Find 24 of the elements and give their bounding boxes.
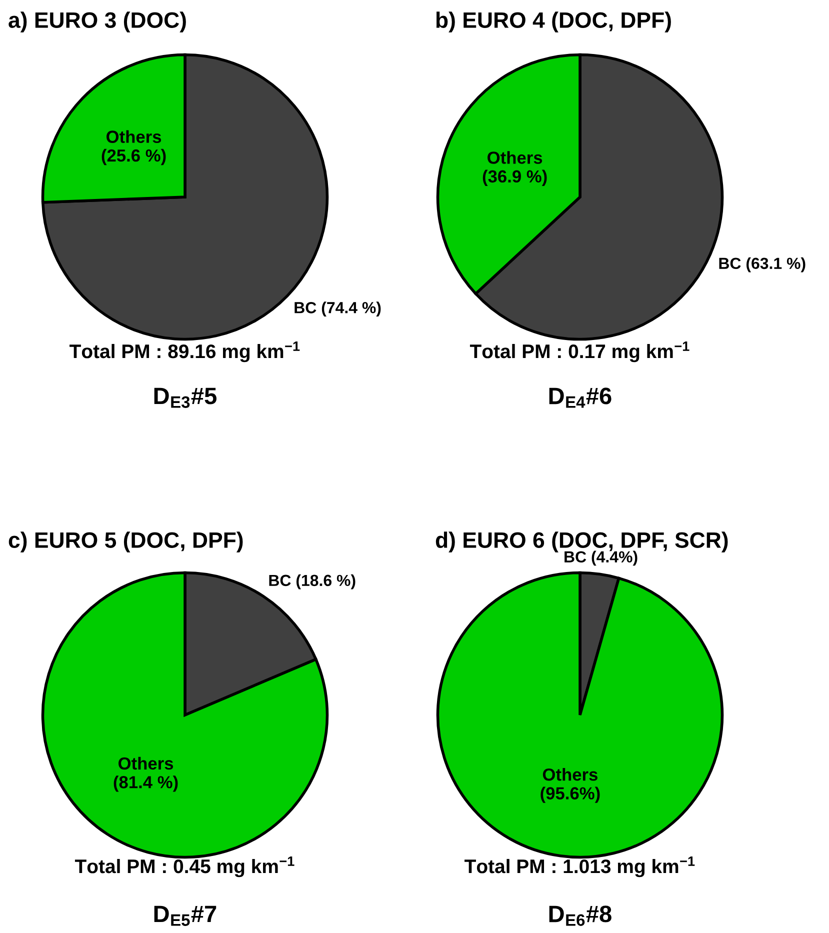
chart-title: a) EURO 3 (DOC) [8,12,186,32]
slice-label: Others [106,130,162,143]
data-label: (25.6 %) [102,148,166,166]
text: D$_{E3}$#5 [154,388,216,408]
text: D$_{E6}$#8 [549,906,612,926]
text: Total PM : 89.16 mg km$^{−1}$ [70,342,300,362]
text: D$_{E5}$#7 [154,906,216,926]
chart-title: b) EURO 4 (DOC, DPF) [436,12,671,32]
text: D$_{E4}$#6 [549,388,612,408]
data-label: (36.9 %) [482,170,547,186]
slice-label: BC (74.4 %) [294,302,381,316]
chart-title: d) EURO 6 (DOC, DPF, SCR) [436,532,728,552]
slice-label: Others [542,768,598,781]
slice-label: Others [488,151,542,164]
text: Total PM : 0.17 mg km$^{−1}$ [470,342,690,362]
slice-label: BC (63.1 %) [719,257,806,272]
text: Total PM : 0.45 mg km$^{−1}$ [74,856,294,878]
text: Total PM : 1.013 mg km$^{−1}$ [464,856,695,878]
slice-label: BC (18.6 %) [269,574,356,590]
slice-label: Others [118,756,174,770]
chart-title: c) EURO 5 (DOC, DPF) [8,532,243,552]
data-label: (81.4 %) [114,776,178,792]
data-label: (95.6%) [540,786,600,803]
slice-label: BC (4.4%) [564,550,638,566]
